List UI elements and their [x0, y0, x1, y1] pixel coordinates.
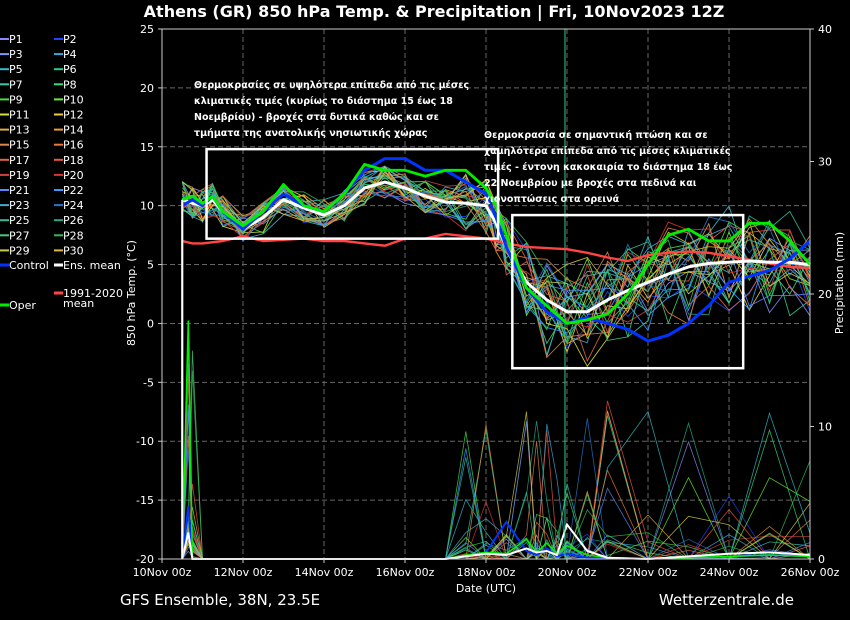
axes: 25 20 15 10 5 0 -5 -10 -15 -20 40 30 20 10 0 10Nov 00z 1…: [133, 23, 840, 579]
y-tick-label: -10: [136, 435, 154, 448]
y2-tick-label: 30: [818, 156, 832, 169]
y-tick-label: -20: [136, 553, 154, 566]
legend-label: P11: [9, 109, 30, 122]
legend-label: P28: [63, 229, 84, 242]
x-axis-label: Date (UTC): [456, 582, 516, 595]
legend-label: 1991-2020: [63, 287, 123, 300]
annotation-text: χιονοπτώσεις στα ορεινά: [484, 194, 620, 205]
legend-label: P7: [9, 78, 23, 91]
footer-source: GFS Ensemble, 38N, 23.5E: [120, 591, 320, 609]
legend-label: P12: [63, 109, 84, 122]
legend-label: P6: [63, 63, 77, 76]
legend-label: P22: [63, 184, 84, 197]
annotations: Θερμοκρασίες σε υψηλότερα επίπεδα από τι…: [194, 80, 745, 370]
y-tick-label: 10: [140, 200, 154, 213]
legend-label: P3: [9, 48, 23, 61]
legend: P1 P2 P3 P4 P5 P6 P7 P8 P9 P10 P11 P12 P13 P14 P15 P16 P…: [0, 33, 123, 312]
legend-label: P19: [9, 169, 30, 182]
temp-line-ens-mean: [181, 180, 811, 314]
annotation-text: τμήματα της ανατολικής νησιωτικής χώρας: [194, 128, 427, 139]
legend-label: P25: [9, 214, 30, 227]
legend-label: P20: [63, 169, 84, 182]
legend-label: P26: [63, 214, 84, 227]
x-tick-label: 10Nov 00z: [133, 566, 192, 579]
legend-label: P15: [9, 139, 30, 152]
annotation-text: Θερμοκρασίες σε υψηλότερα επίπεδα από τι…: [194, 80, 469, 91]
temp-line-oper: [181, 163, 812, 325]
precip-line-member: [181, 400, 810, 560]
legend-label: P21: [9, 184, 30, 197]
x-tick-label: 12Nov 00z: [214, 566, 273, 579]
y-tick-label: -15: [136, 494, 154, 507]
temp-line-member: [181, 165, 811, 334]
annotation-box: [511, 213, 745, 370]
legend-label: Oper: [9, 299, 36, 312]
temp-line-member: [181, 173, 811, 359]
legend-label: P1: [9, 33, 23, 46]
y2-tick-label: 0: [818, 553, 825, 566]
legend-label: P9: [9, 93, 23, 106]
x-tick-label: 14Nov 00z: [295, 566, 354, 579]
legend-label: Ens. mean: [63, 259, 121, 272]
y-axis-label: 850 hPa Temp. (°C): [125, 240, 138, 346]
legend-label: P16: [63, 139, 84, 152]
legend-label-cont: mean: [63, 297, 94, 310]
legend-label: P8: [63, 78, 77, 91]
annotation-text: κλιματικές τιμές (κυρίως το διάστημα 15 …: [194, 96, 453, 107]
legend-label: P18: [63, 154, 84, 167]
x-tick-label: 16Nov 00z: [376, 566, 435, 579]
x-tick-label: 24Nov 00z: [700, 566, 759, 579]
legend-label: Control: [9, 259, 49, 272]
legend-label: P4: [63, 48, 77, 61]
footer-site: Wetterzentrale.de: [659, 591, 794, 609]
annotation-text: 22 Νοεμβρίου με βροχές στα πεδινά και: [484, 178, 697, 189]
legend-label: P24: [63, 199, 84, 212]
y-tick-label: 20: [140, 82, 154, 95]
annotation-text: Νοεμβρίου) - βροχές στα δυτικά καθώς και…: [194, 112, 439, 123]
legend-label: P17: [9, 154, 30, 167]
y2-axis-label: Precipitation (mm): [833, 232, 846, 334]
x-tick-label: 26Nov 00z: [781, 566, 840, 579]
y2-tick-label: 20: [818, 288, 832, 301]
precip-line-oper: [181, 320, 811, 560]
y-tick-label: 5: [147, 259, 154, 272]
chart-title: Athens (GR) 850 hPa Temp. & Precipitatio…: [144, 2, 725, 22]
legend-label: P5: [9, 63, 23, 76]
legend-label: P13: [9, 124, 30, 137]
legend-label: P2: [63, 33, 77, 46]
legend-label: P30: [63, 244, 84, 257]
annotation-text: χαμηλότερα επίπεδα από τις μέσες κλιματι…: [484, 146, 731, 157]
y-tick-label: 0: [147, 317, 154, 330]
x-tick-label: 18Nov 00z: [457, 566, 516, 579]
x-tick-label: 22Nov 00z: [619, 566, 678, 579]
y-tick-label: 25: [140, 23, 154, 36]
y2-tick-label: 10: [818, 421, 832, 434]
legend-label: P29: [9, 244, 30, 257]
legend-label: P10: [63, 93, 84, 106]
grid: [161, 28, 811, 560]
annotation-text: Θερμοκρασία σε σημαντική πτώση και σε: [484, 130, 708, 141]
legend-label: P23: [9, 199, 30, 212]
temp-line-member: [181, 170, 811, 314]
legend-label: P27: [9, 229, 30, 242]
x-tick-label: 20Nov 00z: [538, 566, 597, 579]
annotation-box: [205, 147, 500, 240]
y2-tick-label: 40: [818, 23, 832, 36]
temp-line-member: [181, 182, 811, 328]
y-tick-label: 15: [140, 141, 154, 154]
precip-line-member: [181, 457, 810, 560]
legend-label: P14: [63, 124, 84, 137]
annotation-text: τιμές - έντονη κακοκαιρία το διάστημα 18…: [484, 162, 732, 173]
y-tick-label: -5: [143, 376, 154, 389]
